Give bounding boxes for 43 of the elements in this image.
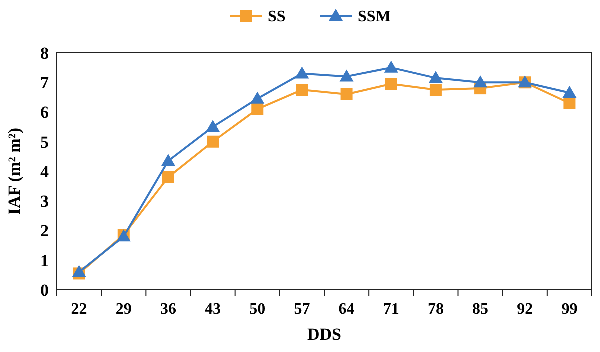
point (430, 84, 442, 96)
y-tick-label: 0 (40, 280, 49, 300)
y-tick-label: 7 (40, 74, 50, 93)
y-axis-title: IAF (m² m²) (5, 128, 24, 215)
point (340, 70, 354, 82)
y-tick-label: 6 (40, 103, 49, 122)
point (428, 71, 443, 84)
y-tick-label: 4 (40, 162, 50, 182)
point (207, 136, 220, 148)
point (384, 60, 398, 73)
legend-label: SS (268, 8, 286, 26)
x-tick-label: 92 (517, 301, 534, 318)
y-tick-label: 1 (40, 251, 49, 270)
x-axis-title: DDS (307, 325, 342, 344)
point (72, 265, 86, 278)
point (340, 88, 353, 100)
y-tick-label: 3 (40, 192, 49, 212)
point (564, 97, 576, 110)
point (295, 66, 310, 79)
x-tick-label: 64 (338, 301, 355, 318)
y-tick-label: 8 (40, 44, 49, 63)
point (161, 154, 176, 166)
x-tick-label: 36 (160, 301, 176, 318)
x-tick-label: 78 (428, 301, 444, 318)
point (385, 78, 398, 90)
x-tick-label: 29 (116, 301, 132, 318)
y-tick-label: 5 (40, 132, 49, 152)
x-tick-label: 99 (562, 301, 578, 318)
point (252, 103, 264, 116)
y-tick-label: 2 (40, 222, 49, 241)
point (474, 76, 488, 88)
x-tick-label: 85 (472, 301, 489, 318)
point (562, 86, 577, 98)
point (296, 84, 308, 96)
point (162, 171, 174, 184)
legend-label: SSM (358, 8, 391, 26)
x-tick-label: 57 (294, 301, 310, 318)
x-tick-label: 43 (205, 301, 222, 318)
point (250, 92, 265, 104)
x-tick-label: 22 (71, 301, 88, 318)
point (206, 120, 220, 132)
x-tick-label: 50 (250, 301, 266, 318)
x-tick-label: 71 (383, 301, 400, 318)
